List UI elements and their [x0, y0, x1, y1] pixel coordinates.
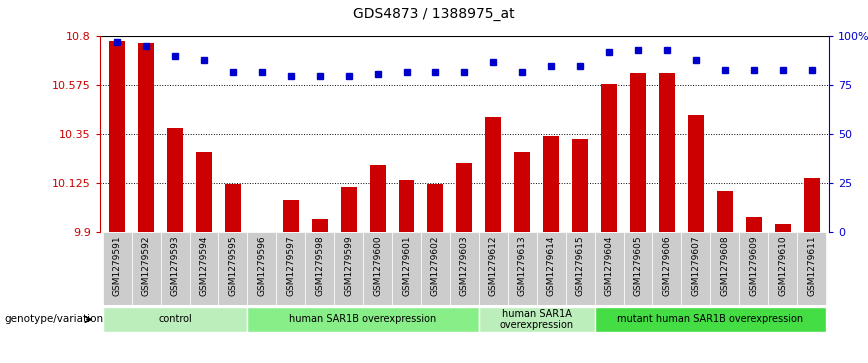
Text: GSM1279611: GSM1279611	[807, 235, 816, 296]
Bar	[601, 84, 617, 232]
Bar	[225, 184, 240, 232]
Text: GSM1279591: GSM1279591	[113, 235, 122, 296]
Text: GSM1279598: GSM1279598	[315, 235, 325, 296]
Text: GSM1279610: GSM1279610	[778, 235, 787, 296]
Bar	[485, 117, 501, 232]
FancyBboxPatch shape	[653, 232, 681, 305]
FancyBboxPatch shape	[219, 232, 247, 305]
Text: GSM1279608: GSM1279608	[720, 235, 729, 296]
Text: GSM1279603: GSM1279603	[460, 235, 469, 296]
FancyBboxPatch shape	[161, 232, 189, 305]
Text: GDS4873 / 1388975_at: GDS4873 / 1388975_at	[353, 7, 515, 21]
Text: GSM1279604: GSM1279604	[604, 235, 614, 296]
Bar	[312, 219, 327, 232]
FancyBboxPatch shape	[710, 232, 740, 305]
FancyBboxPatch shape	[479, 232, 508, 305]
FancyBboxPatch shape	[276, 232, 306, 305]
Bar	[283, 200, 299, 232]
Text: GSM1279600: GSM1279600	[373, 235, 382, 296]
FancyBboxPatch shape	[595, 307, 826, 332]
FancyBboxPatch shape	[247, 232, 276, 305]
Text: control: control	[158, 314, 192, 325]
FancyBboxPatch shape	[247, 307, 479, 332]
Text: GSM1279599: GSM1279599	[344, 235, 353, 296]
FancyBboxPatch shape	[132, 232, 161, 305]
Text: GSM1279592: GSM1279592	[141, 235, 151, 296]
Text: GSM1279602: GSM1279602	[431, 235, 440, 296]
Bar	[804, 178, 819, 232]
FancyBboxPatch shape	[306, 232, 334, 305]
FancyBboxPatch shape	[334, 232, 363, 305]
FancyBboxPatch shape	[623, 232, 653, 305]
FancyBboxPatch shape	[363, 232, 392, 305]
Text: human SAR1B overexpression: human SAR1B overexpression	[290, 314, 437, 325]
Bar	[514, 152, 530, 232]
Bar	[340, 187, 357, 232]
FancyBboxPatch shape	[421, 232, 450, 305]
Bar	[398, 180, 414, 232]
FancyBboxPatch shape	[797, 232, 826, 305]
Text: GSM1279597: GSM1279597	[286, 235, 295, 296]
Bar	[457, 163, 472, 232]
Text: GSM1279601: GSM1279601	[402, 235, 411, 296]
Text: GSM1279614: GSM1279614	[547, 235, 556, 296]
Bar	[572, 139, 588, 232]
FancyBboxPatch shape	[566, 232, 595, 305]
FancyBboxPatch shape	[595, 232, 623, 305]
Text: GSM1279607: GSM1279607	[691, 235, 700, 296]
FancyBboxPatch shape	[740, 232, 768, 305]
Text: GSM1279615: GSM1279615	[575, 235, 585, 296]
Text: GSM1279613: GSM1279613	[517, 235, 527, 296]
Bar	[543, 136, 559, 232]
Text: GSM1279609: GSM1279609	[749, 235, 759, 296]
FancyBboxPatch shape	[768, 232, 797, 305]
Text: genotype/variation: genotype/variation	[4, 314, 103, 325]
FancyBboxPatch shape	[508, 232, 536, 305]
FancyBboxPatch shape	[681, 232, 710, 305]
FancyBboxPatch shape	[536, 232, 566, 305]
Bar	[427, 184, 444, 232]
Bar	[196, 152, 212, 232]
Bar	[717, 191, 733, 232]
FancyBboxPatch shape	[102, 232, 132, 305]
FancyBboxPatch shape	[102, 307, 247, 332]
Text: human SAR1A
overexpression: human SAR1A overexpression	[500, 309, 574, 330]
Bar	[774, 224, 791, 232]
Text: GSM1279594: GSM1279594	[200, 235, 208, 296]
Bar	[630, 73, 646, 232]
FancyBboxPatch shape	[392, 232, 421, 305]
Text: GSM1279595: GSM1279595	[228, 235, 238, 296]
FancyBboxPatch shape	[189, 232, 219, 305]
Text: GSM1279606: GSM1279606	[662, 235, 672, 296]
Text: GSM1279596: GSM1279596	[257, 235, 266, 296]
Text: GSM1279605: GSM1279605	[634, 235, 642, 296]
Text: GSM1279593: GSM1279593	[170, 235, 180, 296]
FancyBboxPatch shape	[479, 307, 595, 332]
Text: GSM1279612: GSM1279612	[489, 235, 498, 296]
Bar	[138, 43, 155, 232]
Bar	[746, 217, 761, 232]
Bar	[659, 73, 674, 232]
Text: mutant human SAR1B overexpression: mutant human SAR1B overexpression	[617, 314, 804, 325]
Bar	[109, 41, 125, 232]
FancyBboxPatch shape	[450, 232, 479, 305]
Bar	[370, 165, 385, 232]
Bar	[167, 128, 183, 232]
Bar	[687, 115, 704, 232]
